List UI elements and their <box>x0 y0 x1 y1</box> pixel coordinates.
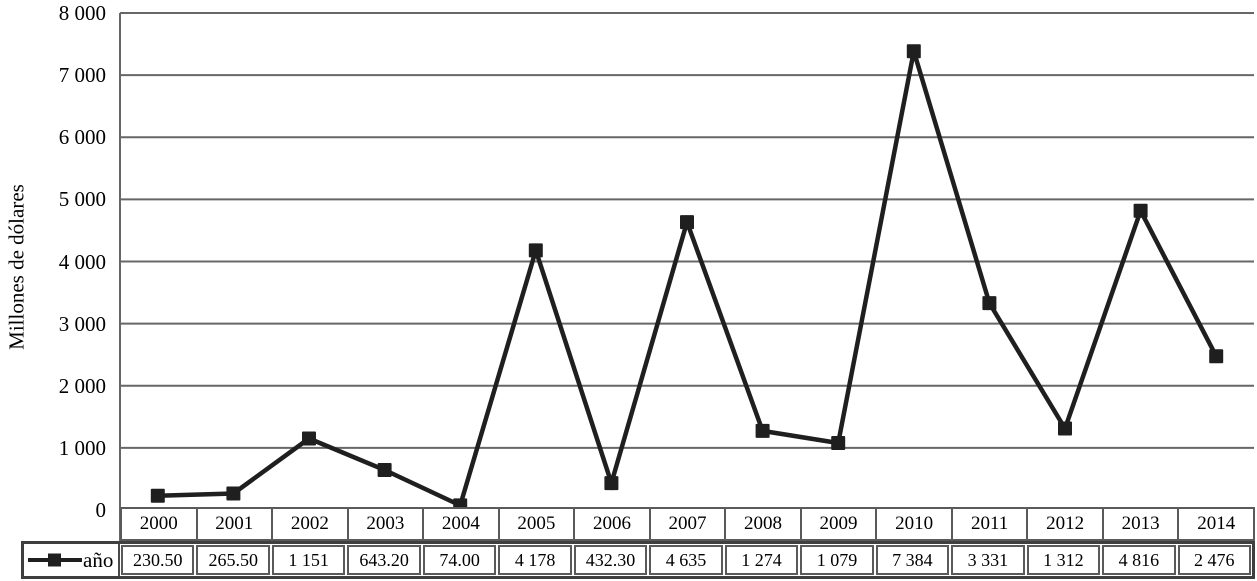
legend: año <box>24 544 120 576</box>
y-tick-label: 6 000 <box>58 125 106 150</box>
value-cell: 230.50 <box>121 545 195 575</box>
data-point-marker <box>1133 203 1148 218</box>
value-cell: 3 331 <box>951 545 1025 575</box>
data-point-marker <box>982 296 997 311</box>
y-tick-label: 7 000 <box>58 63 106 88</box>
year-cell: 2008 <box>726 509 802 539</box>
year-cell: 2011 <box>953 509 1029 539</box>
year-cell: 2010 <box>877 509 953 539</box>
y-tick-label: 8 000 <box>58 1 106 25</box>
y-tick-label: 3 000 <box>58 311 106 336</box>
value-cell: 1 079 <box>800 545 874 575</box>
year-cell: 2005 <box>500 509 576 539</box>
data-point-marker <box>377 463 392 477</box>
legend-label: año <box>83 547 114 572</box>
y-tick-label: 1 000 <box>58 435 106 460</box>
year-cell: 2012 <box>1028 509 1104 539</box>
year-cell: 2007 <box>651 509 727 539</box>
data-point-marker <box>680 215 694 230</box>
value-cell: 74.00 <box>422 545 497 575</box>
year-cell: 2002 <box>273 509 349 539</box>
y-tick-label: 2 000 <box>58 373 106 398</box>
data-point-marker <box>906 44 921 59</box>
year-cell: 2013 <box>1104 509 1180 539</box>
value-cell: 643.20 <box>347 545 421 575</box>
value-cell: 2 476 <box>1177 545 1252 575</box>
data-table-strip: año 230.50 265.50 1 151 643.20 74.00 4 178 432… <box>21 541 1255 579</box>
value-cell: 1 274 <box>724 545 799 575</box>
data-point-marker <box>1058 421 1072 436</box>
year-cell: 2001 <box>198 509 274 539</box>
year-cell: 2000 <box>122 509 198 539</box>
y-tick-label: 0 <box>95 498 107 522</box>
data-point-marker <box>150 488 165 503</box>
value-cell: 432.30 <box>573 545 648 575</box>
y-tick-label: 4 000 <box>58 249 106 274</box>
year-cell: 2009 <box>802 509 878 539</box>
data-point-marker <box>226 486 241 501</box>
value-cell: 4 816 <box>1102 545 1176 575</box>
series-marker-icon <box>28 553 82 567</box>
value-cell: 4 178 <box>498 545 572 575</box>
data-point-marker <box>302 431 316 446</box>
value-cell: 4 635 <box>649 545 723 575</box>
year-cell: 2006 <box>575 509 651 539</box>
data-point-marker <box>1209 349 1224 364</box>
x-axis-year-row: 2000 2001 2002 2003 2004 2005 2006 2007 2008 2009… <box>120 507 1255 541</box>
year-cell: 2004 <box>424 509 500 539</box>
value-cell: 1 151 <box>271 545 346 575</box>
value-cell: 7 384 <box>875 545 950 575</box>
data-line <box>157 50 1219 509</box>
value-cell: 1 312 <box>1026 545 1101 575</box>
value-cell: 265.50 <box>196 545 270 575</box>
data-point-marker <box>831 436 846 450</box>
y-tick-label: 5 000 <box>58 187 106 212</box>
data-point-marker <box>755 423 770 438</box>
year-cell: 2003 <box>349 509 425 539</box>
data-point-marker <box>604 476 619 491</box>
year-cell: 2014 <box>1197 513 1236 534</box>
data-point-marker <box>528 243 543 258</box>
data-value-row: 230.50 265.50 1 151 643.20 74.00 4 178 432.30 4… <box>120 544 1252 576</box>
